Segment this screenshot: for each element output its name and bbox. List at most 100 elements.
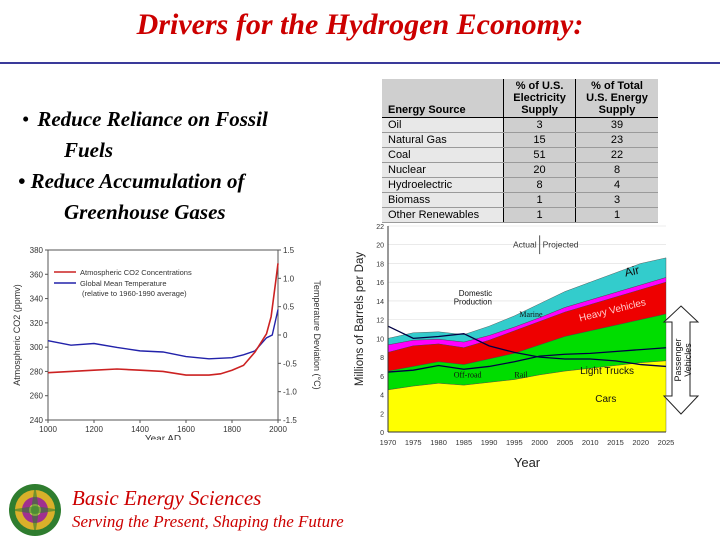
y-tick-label: 12 — [376, 318, 384, 325]
x-tick-label: 1975 — [405, 438, 422, 447]
table-row: Coal 51 22 — [382, 147, 658, 163]
y-tick-label: 10 — [376, 336, 384, 343]
header-line: % of Total — [591, 80, 643, 92]
bullet-item-greenhouse: • Reduce Accumulation of — [18, 166, 348, 197]
x-tick-label: 1600 — [177, 425, 195, 434]
label-domestic-production-line1: Domestic — [459, 289, 492, 298]
label-passenger-vehicles-line1: Passenger — [673, 338, 683, 381]
label-domestic-production-line2: Production — [454, 298, 492, 307]
bullet-text: Reduce Accumulation of — [30, 169, 245, 193]
overlay-rail — [387, 347, 667, 373]
header-line: Supply — [598, 104, 636, 116]
cell-source: Coal — [382, 147, 504, 163]
cell-electricity: 20 — [503, 162, 576, 178]
cell-electricity: 51 — [503, 147, 576, 163]
y-tick-label: 22 — [376, 224, 384, 231]
x-tick-label: 2000 — [531, 438, 548, 447]
label-offroad: Off-road — [454, 371, 482, 380]
area-cars — [387, 360, 667, 433]
cell-electricity: 8 — [503, 177, 576, 193]
title-divider — [0, 62, 720, 64]
cell-source: Oil — [382, 117, 504, 133]
transportation-oil-chart: 0 2 4 6 8 10 12 14 16 18 20 22 1970 1975 1980 1985 1990 1… — [354, 224, 700, 470]
label-light-trucks: Light Trucks — [580, 366, 634, 377]
y-tick-label: 2 — [380, 411, 384, 418]
table-row: Natural Gas 15 23 — [382, 132, 658, 148]
bullet-text: Reduce Reliance on Fossil — [37, 107, 268, 131]
y-tick-label: 14 — [376, 299, 384, 306]
table-row: Other Renewables 1 1 — [382, 207, 658, 223]
header-line: % of U.S. — [515, 80, 564, 92]
table-header-row: Energy Source % of U.S. Electricity Supp… — [382, 79, 658, 118]
header-electricity-supply: % of U.S. Electricity Supply — [503, 79, 576, 118]
header-line: Electricity — [513, 92, 566, 104]
y-tick-label: 18 — [376, 261, 384, 268]
label-cars: Cars — [595, 394, 616, 405]
bes-logo-icon — [9, 484, 61, 536]
table-row: Oil 3 39 — [382, 117, 658, 133]
x-axis-title: Year AD — [145, 434, 181, 440]
x-tick-label: 1980 — [430, 438, 447, 447]
cell-source: Hydroelectric — [382, 177, 504, 193]
bullet-text-continued: Fuels — [64, 138, 114, 162]
cell-total: 23 — [575, 132, 658, 148]
x-tick-label: 2015 — [607, 438, 624, 447]
y-axis-title-left: Atmospheric CO2 (ppmv) — [12, 284, 22, 386]
cell-electricity: 3 — [503, 117, 576, 133]
plot-frame — [47, 249, 279, 421]
table-row: Biomass 1 3 — [382, 192, 658, 208]
y-tick-label-right: 0 — [283, 331, 288, 340]
label-rail: Rail — [514, 371, 528, 380]
y-tick-label-left: 300 — [30, 343, 44, 352]
y-tick-label-right: 1.0 — [283, 274, 295, 283]
overlay-domestic-production — [387, 325, 667, 368]
legend-label-co2: Atmospheric CO2 Concentrations — [80, 268, 192, 277]
y-tick-label-right: -1.5 — [283, 416, 297, 425]
cell-total: 1 — [575, 207, 658, 223]
x-tick-label: 1400 — [131, 425, 149, 434]
x-tick-label: 1000 — [39, 425, 57, 434]
cell-total: 3 — [575, 192, 658, 208]
y-tick-label: 8 — [380, 355, 384, 362]
label-marine: Marine — [519, 310, 543, 319]
y-tick-label: 16 — [376, 280, 384, 287]
y-tick-label: 20 — [376, 243, 384, 250]
footer-title: Basic Energy Sciences — [72, 486, 262, 510]
cell-source: Natural Gas — [382, 132, 504, 148]
cell-total: 22 — [575, 147, 658, 163]
cell-source: Biomass — [382, 192, 504, 208]
series-line-co2 — [47, 263, 279, 376]
cell-source: Nuclear — [382, 162, 504, 178]
cell-total: 8 — [575, 162, 658, 178]
bullet-marker: • — [22, 107, 30, 131]
header-total-supply: % of Total U.S. Energy Supply — [575, 79, 658, 118]
label-passenger-vehicles-line2: Vehicles — [683, 343, 693, 377]
label-air: Air — [623, 263, 640, 280]
footer-subtitle: Serving the Present, Shaping the Future — [72, 512, 344, 531]
co2-temperature-chart: 1000 1200 1400 1600 1800 2000 240 260 280 300 320 3… — [12, 246, 322, 440]
x-tick-label: 1995 — [506, 438, 523, 447]
cell-electricity: 15 — [503, 132, 576, 148]
bullet-marker: • — [18, 169, 26, 193]
y-tick-label-left: 260 — [30, 392, 44, 401]
y-axis-title: Millions of Barrels per Day — [354, 252, 366, 386]
y-tick-label-right: -0.5 — [283, 359, 297, 368]
y-tick-label-left: 320 — [30, 319, 44, 328]
legend-label-reference: (relative to 1960-1990 average) — [82, 289, 187, 298]
x-tick-label: 2010 — [582, 438, 599, 447]
y-tick-label-right: 0.5 — [283, 303, 295, 312]
header-line: Supply — [521, 104, 558, 116]
x-tick-label: 2005 — [557, 438, 574, 447]
cell-source: Other Renewables — [382, 207, 504, 223]
header-line: U.S. Energy — [586, 92, 648, 104]
y-tick-label-left: 360 — [30, 270, 44, 279]
x-tick-label: 1200 — [85, 425, 103, 434]
legend-label-temperature: Global Mean Temperature — [80, 279, 167, 288]
x-axis-title: Year — [514, 455, 541, 470]
table-row: Hydroelectric 8 4 — [382, 177, 658, 193]
x-tick-label: 2025 — [658, 438, 675, 447]
period-label-actual: Actual — [513, 240, 537, 250]
y-tick-label-right: -1.0 — [283, 388, 297, 397]
cell-electricity: 1 — [503, 207, 576, 223]
x-tick-label: 1985 — [455, 438, 472, 447]
